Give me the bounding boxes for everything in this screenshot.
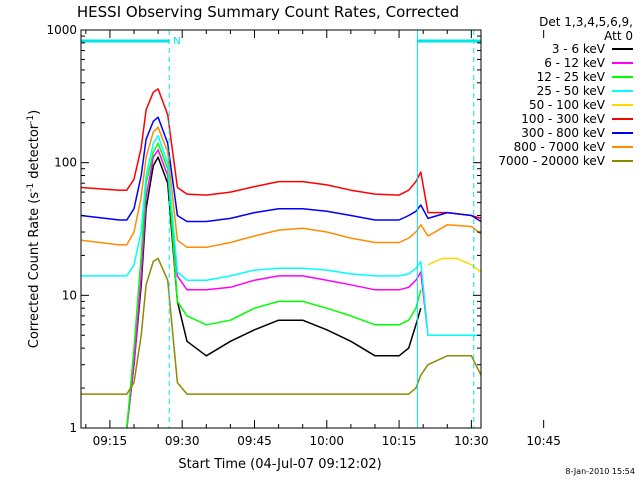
series-line-2	[126, 142, 422, 429]
x-tick-label-3: 10:00	[309, 434, 344, 448]
series-line-8	[81, 257, 482, 395]
series-line-3	[81, 134, 481, 337]
legend-header-attenuator: Att 0	[604, 29, 633, 43]
legend-label-3: 25 - 50 keV	[537, 84, 606, 98]
y-axis-label-sup1: -1	[26, 183, 36, 192]
legend-label-2: 12 - 25 keV	[537, 70, 606, 84]
y-tick-label-0: 1	[69, 421, 77, 435]
chart-title: HESSI Observing Summary Count Rates, Cor…	[77, 3, 459, 21]
footer-date: 8-Jan-2010 15:54	[565, 467, 635, 476]
y-axis-label-main: Corrected Count Rate (s	[27, 192, 42, 349]
series-line-1	[126, 149, 481, 429]
series-line-5	[80, 88, 482, 220]
legend-label-1: 6 - 12 keV	[544, 56, 606, 70]
x-tick-label-1: 09:30	[165, 434, 200, 448]
y-axis-label-mid: detector	[27, 123, 42, 183]
y-axis-label-end: )	[27, 110, 42, 115]
legend-label-6: 300 - 800 keV	[521, 126, 605, 140]
x-tick-label-2: 09:45	[237, 434, 272, 448]
legend-label-5: 100 - 300 keV	[521, 112, 605, 126]
x-axis-label: Start Time (04-Jul-07 09:12:02)	[178, 457, 381, 472]
series-line-7	[80, 126, 482, 249]
plot-frame	[80, 29, 482, 429]
y-tick-label-1: 10	[62, 288, 77, 302]
legend-label-8: 7000 - 20000 keV	[498, 154, 605, 168]
y-tick-label-2: 100	[54, 156, 77, 170]
legend-label-7: 800 - 7000 keV	[514, 140, 606, 154]
series-line-0	[126, 156, 422, 429]
legend-label-4: 50 - 100 keV	[529, 98, 606, 112]
y-tick-label-3: 1000	[46, 23, 77, 37]
series-line-6	[80, 116, 482, 223]
legend-label-0: 3 - 6 keV	[552, 42, 606, 56]
y-axis-label-sup2: -1	[26, 115, 36, 124]
series-line-4	[427, 257, 482, 273]
y-axis-label: Corrected Count Rate (s-1 detector-1)	[26, 110, 42, 348]
x-tick-label-6: 10:45	[526, 434, 561, 448]
x-tick-label-5: 10:30	[454, 434, 489, 448]
x-tick-label-0: 09:15	[93, 434, 128, 448]
axis-layer: 09:15 09:30 09:45 10:00 10:15 10:30 10:45 1 10 10…	[46, 23, 560, 448]
series-layer	[80, 88, 482, 429]
x-tick-label-4: 10:15	[382, 434, 417, 448]
night-bar-label: N	[173, 36, 180, 47]
legend-header-detectors: Det 1,3,4,5,6,9,	[539, 15, 633, 29]
